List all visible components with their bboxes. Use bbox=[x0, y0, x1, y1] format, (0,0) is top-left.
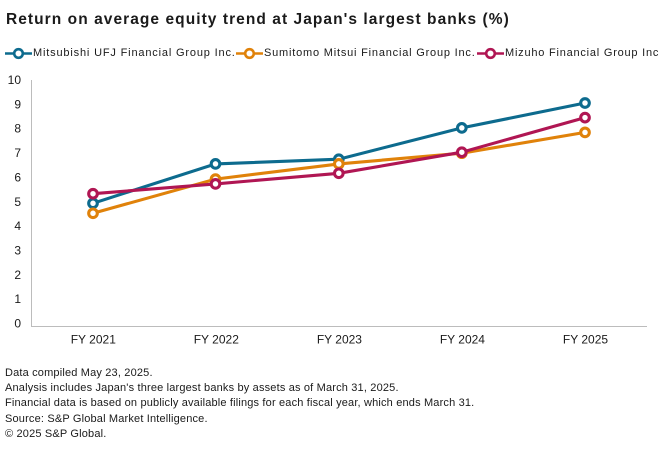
svg-text:7: 7 bbox=[14, 146, 21, 160]
svg-text:5: 5 bbox=[14, 195, 21, 209]
svg-text:FY 2023: FY 2023 bbox=[317, 333, 362, 347]
svg-text:0: 0 bbox=[14, 317, 21, 331]
svg-text:9: 9 bbox=[14, 97, 21, 111]
svg-text:FY 2024: FY 2024 bbox=[440, 333, 485, 347]
svg-text:3: 3 bbox=[14, 244, 21, 258]
svg-text:FY 2022: FY 2022 bbox=[194, 333, 239, 347]
svg-text:4: 4 bbox=[14, 219, 21, 233]
svg-text:FY 2021: FY 2021 bbox=[71, 333, 116, 347]
svg-text:6: 6 bbox=[14, 170, 21, 184]
svg-text:1: 1 bbox=[14, 292, 21, 306]
svg-text:10: 10 bbox=[8, 73, 22, 87]
svg-text:FY 2025: FY 2025 bbox=[563, 333, 608, 347]
svg-text:2: 2 bbox=[14, 268, 21, 282]
svg-text:8: 8 bbox=[14, 122, 21, 136]
